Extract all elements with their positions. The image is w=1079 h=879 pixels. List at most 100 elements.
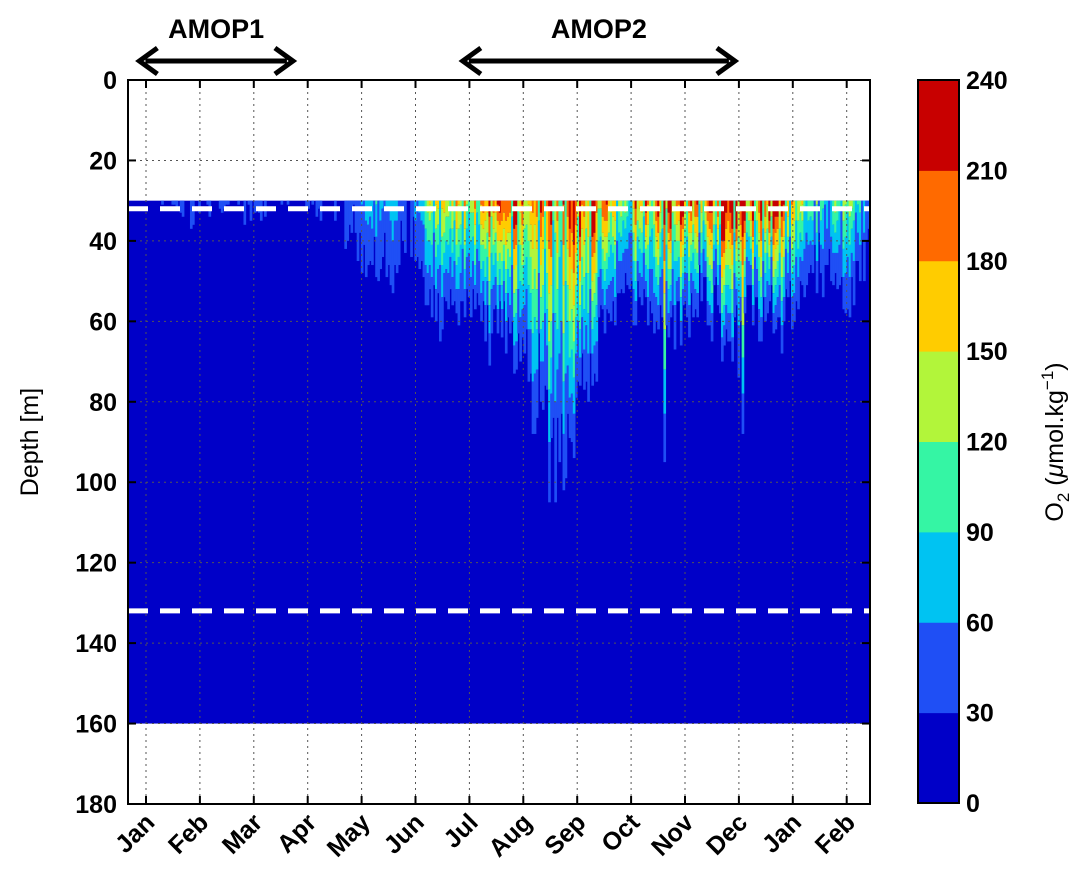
heatmap-cell [539, 236, 543, 266]
heatmap-cell [644, 248, 648, 266]
heatmap-cell [237, 200, 240, 205]
heatmap-cell [733, 200, 737, 233]
heatmap-cell [445, 240, 448, 270]
colorbar-band [918, 622, 959, 714]
heatmap-cell [317, 200, 321, 209]
heatmap-cell [465, 204, 469, 229]
heatmap-cell [700, 212, 704, 233]
heatmap-cell [457, 204, 461, 229]
heatmap-cell [708, 244, 712, 266]
heatmap-cell [751, 285, 755, 306]
heatmap-cell [700, 232, 704, 253]
heatmap-cell [506, 200, 510, 217]
heatmap-cell [461, 248, 465, 302]
heatmap-cell [441, 236, 444, 266]
heatmap-cell [844, 204, 848, 237]
heatmap-cell [486, 256, 490, 282]
heatmap-cell [696, 236, 699, 253]
heatmap-cell [537, 220, 541, 274]
heatmap-cell [655, 277, 658, 298]
heatmap-cell [443, 232, 446, 253]
heatmap-cell [591, 301, 595, 330]
heatmap-cell [644, 281, 648, 298]
heatmap-cell [663, 369, 667, 414]
heatmap-cell [509, 277, 512, 306]
heatmap-cell [793, 293, 796, 322]
heatmap-cell [556, 252, 560, 290]
heatmap-cell [486, 232, 490, 257]
heatmap-cell [766, 228, 769, 253]
heatmap-cell [795, 220, 798, 257]
heatmap-cell [529, 200, 533, 225]
heatmap-cell [484, 220, 487, 249]
heatmap-cell [490, 216, 494, 253]
heatmap-cell [500, 285, 504, 310]
heatmap-cell [729, 313, 732, 342]
heatmap-cell [706, 236, 710, 257]
heatmap-cell [253, 200, 257, 213]
heatmap-cell [369, 216, 372, 261]
colorbar-label-part: O [1041, 502, 1069, 521]
heatmap-cell [494, 212, 498, 233]
heatmap-cell [729, 248, 732, 270]
heatmap-cell [613, 297, 617, 326]
heatmap-cell [484, 305, 487, 342]
heatmap-cell [537, 273, 541, 334]
heatmap-cell [646, 204, 650, 225]
heatmap-cell [850, 228, 854, 253]
heatmap-cell [492, 212, 496, 229]
heatmap-cell [465, 228, 469, 257]
heatmap-cell [766, 200, 769, 205]
heatmap-cell [583, 244, 586, 278]
heatmap-cell [663, 224, 667, 261]
heatmap-cell [731, 313, 734, 338]
heatmap-cell [791, 204, 794, 225]
heatmap-cell [681, 273, 685, 290]
heatmap-cell [638, 200, 642, 209]
heatmap-cell [554, 232, 557, 314]
heatmap-cell [636, 236, 640, 261]
heatmap-cell [618, 208, 621, 233]
heatmap-cell [504, 293, 508, 322]
heatmap-cell [412, 200, 415, 217]
heatmap-cell [482, 244, 485, 261]
heatmap-cell [690, 200, 693, 209]
heatmap-cell [675, 224, 679, 241]
heatmap-cell [439, 200, 442, 266]
heatmap-cell [801, 240, 804, 261]
heatmap-cell [688, 232, 691, 257]
heatmap-cell [873, 201, 876, 237]
heatmap-cell [642, 216, 646, 253]
heatmap-cell [661, 269, 664, 318]
heatmap-cell [688, 281, 691, 306]
heatmap-cell [572, 244, 576, 274]
heatmap-cell [513, 345, 516, 374]
heatmap-cell [784, 248, 788, 290]
campaign-arrow-head-right [715, 45, 740, 77]
heatmap-cell [665, 208, 669, 245]
heatmap-cell [756, 220, 759, 245]
heatmap-cell [863, 200, 866, 233]
heatmap-cell [519, 244, 522, 282]
heatmap-cell [659, 232, 662, 257]
heatmap-cell [815, 200, 819, 205]
heatmap-cell [772, 244, 776, 261]
heatmap-cell [673, 261, 677, 306]
heatmap-cell [632, 289, 636, 326]
heatmap-cell [613, 220, 617, 245]
heatmap-cell [461, 208, 465, 249]
heatmap-cell [597, 240, 601, 278]
heatmap-cell [498, 269, 502, 286]
heatmap-cell [708, 212, 712, 229]
heatmap-cell [663, 261, 667, 294]
heatmap-cell [541, 361, 545, 410]
heatmap-cell [434, 289, 438, 322]
heatmap-cell [568, 397, 572, 438]
heatmap-cell [852, 200, 856, 221]
heatmap-cell [834, 252, 837, 274]
heatmap-cell [564, 200, 568, 282]
heatmap-cell [496, 285, 500, 310]
heatmap-cell [735, 248, 739, 261]
heatmap-cell [356, 200, 360, 261]
heatmap-cell [583, 309, 586, 350]
